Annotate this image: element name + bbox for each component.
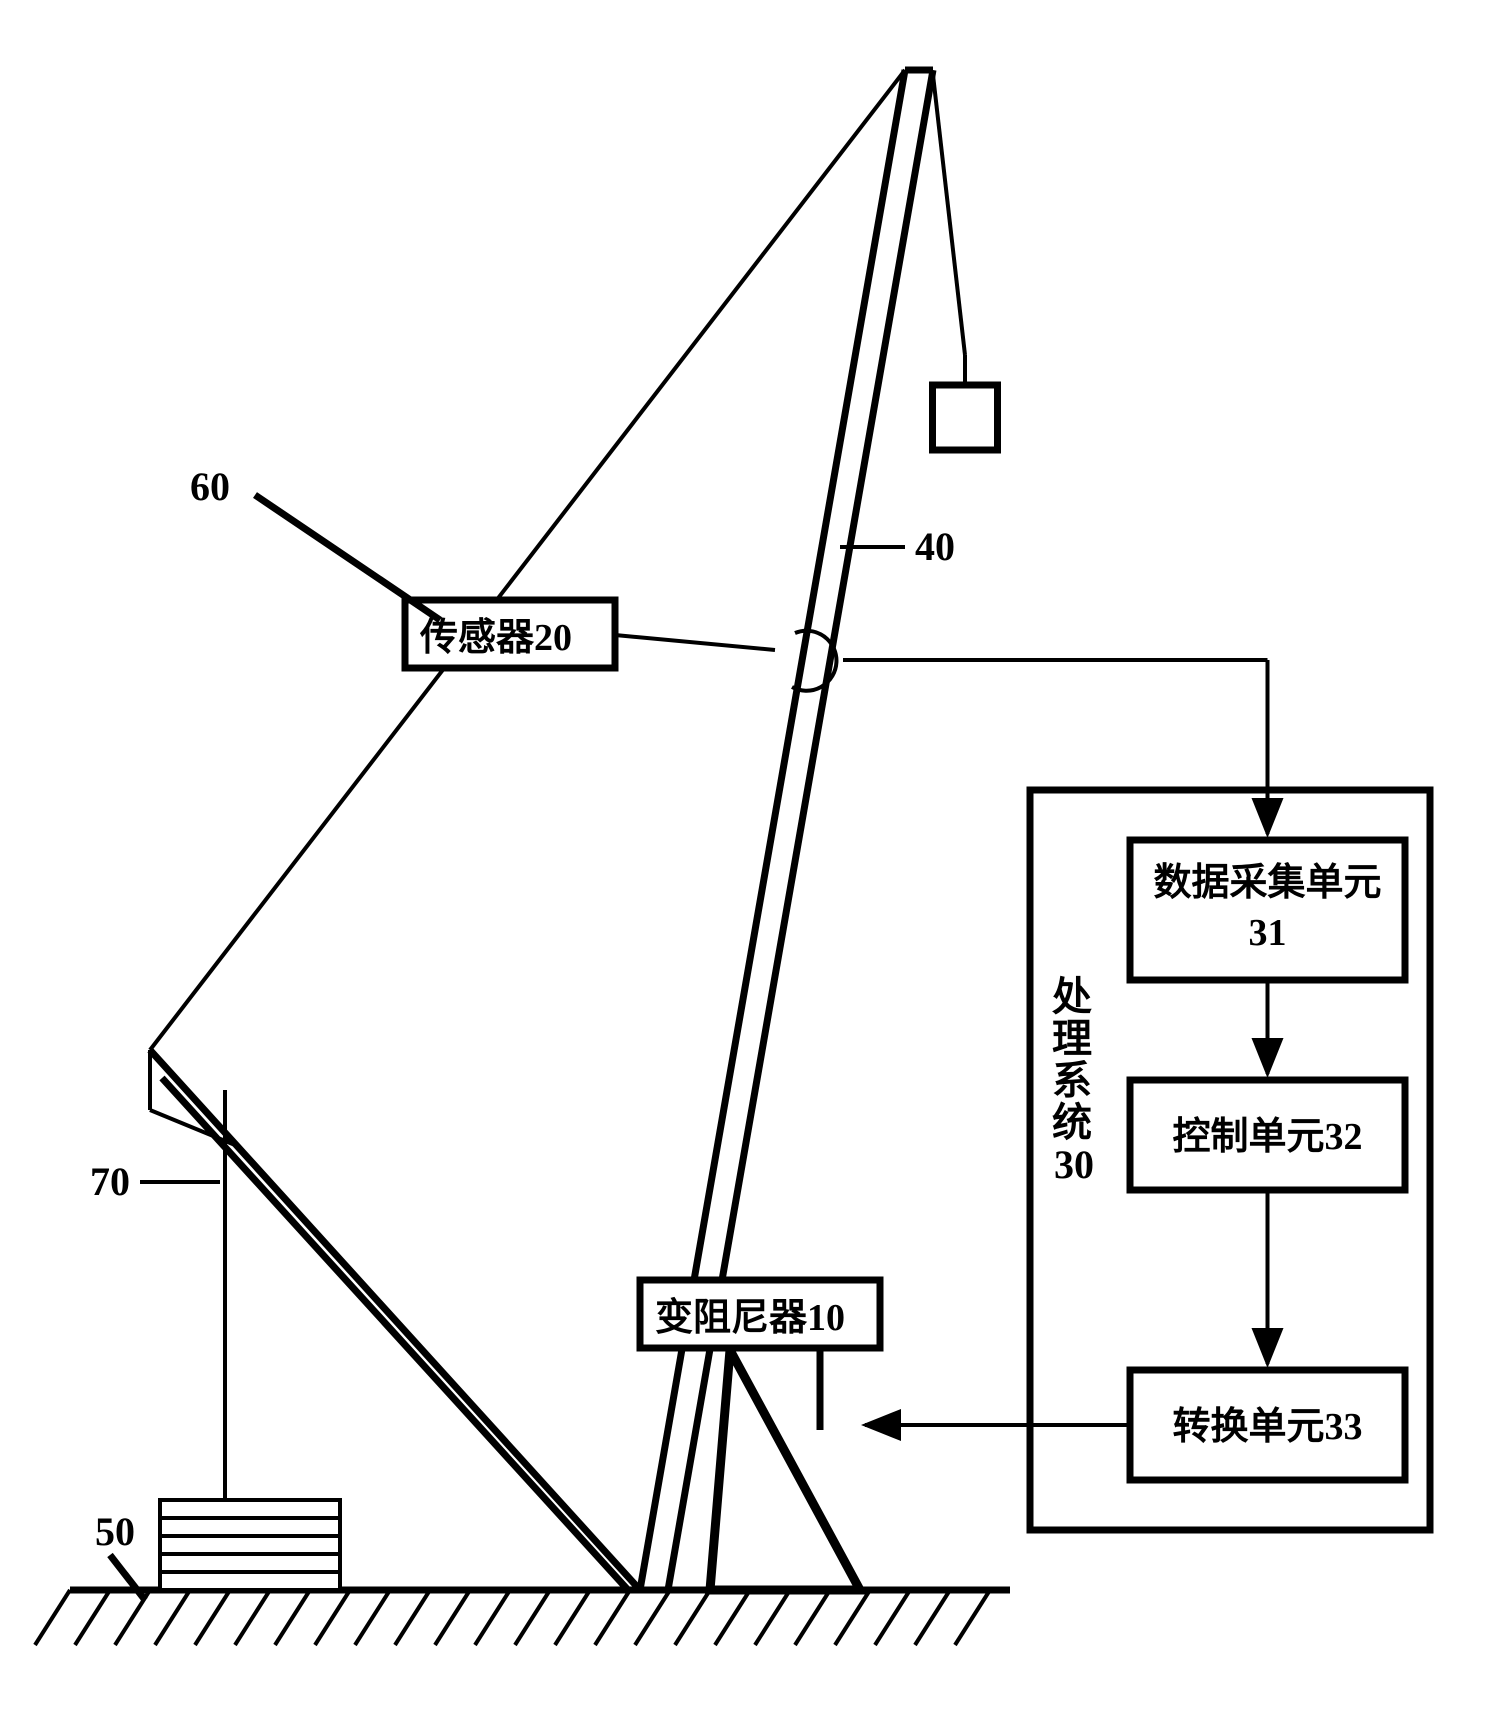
damper-label: 变阻尼器10 [655,1297,845,1339]
sensor-label: 传感器20 [419,617,572,659]
ref-50: 50 [95,1509,135,1554]
ref-40: 40 [915,524,955,569]
system-title: 处理系统 [1052,974,1092,1145]
data-unit-label: 数据采集单元 [1153,862,1381,904]
control-unit-label: 控制单元32 [1172,1116,1362,1158]
ref-70: 70 [90,1159,130,1204]
svg-text:30: 30 [1054,1142,1094,1187]
convert-unit-label: 转换单元33 [1172,1406,1362,1448]
ref-60: 60 [190,464,230,509]
svg-text:31: 31 [1249,912,1287,954]
crane-diagram: 传感器20 变阻尼器10 60 40 70 50 处理系统30 数据采集单元 31 控制单元32 转… [0,0,1500,1717]
